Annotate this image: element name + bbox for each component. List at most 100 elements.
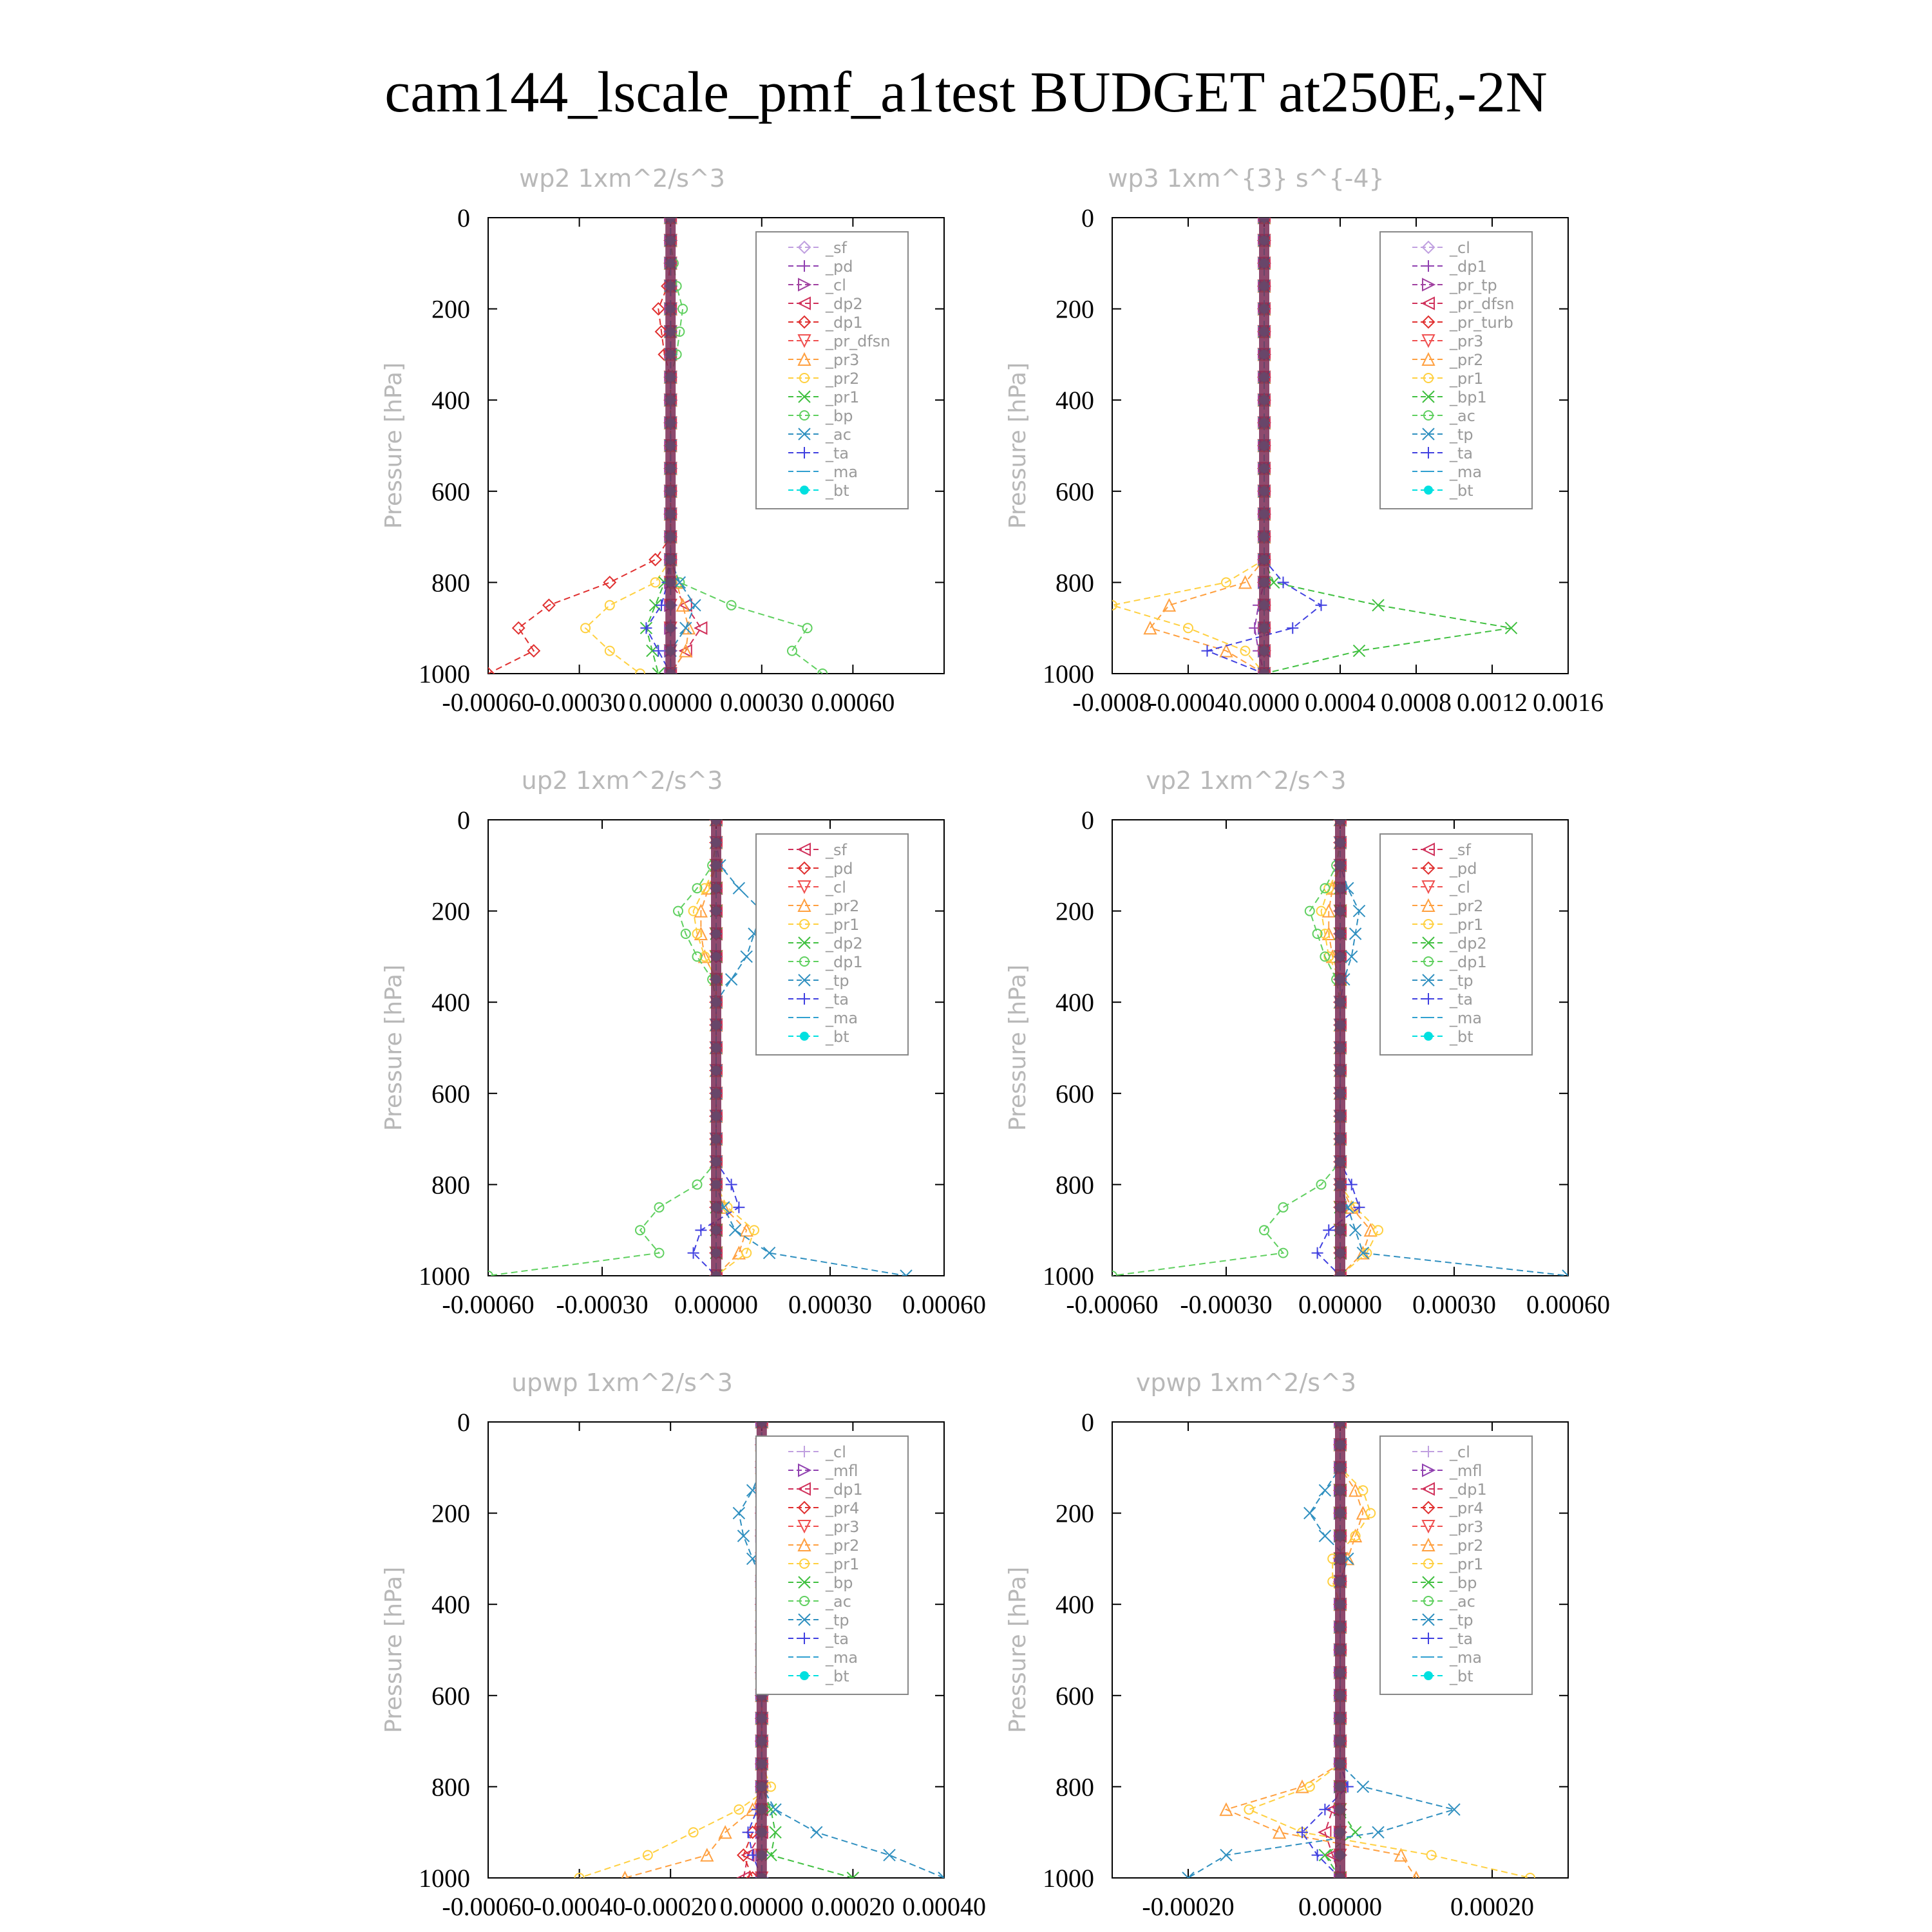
data-point_pr3 bbox=[679, 643, 693, 658]
legend-marker bbox=[797, 1520, 811, 1534]
x-tick-label: -0.00020 bbox=[625, 1892, 717, 1921]
legend-entry: _dp2 bbox=[825, 934, 863, 952]
data-point_ta bbox=[640, 622, 652, 634]
data-point_pr2 bbox=[580, 623, 591, 634]
y-tick-label: 800 bbox=[1056, 1772, 1094, 1801]
legend: _sf_pd_cl_dp2_dp1_pr_dfsn_pr3_pr2_pr1_bp… bbox=[755, 231, 909, 509]
panel-title: upwp 1xm^2/s^3 bbox=[511, 1368, 733, 1397]
data-point_tp bbox=[1356, 1246, 1370, 1260]
data-point_dp1 bbox=[488, 667, 495, 674]
x-tick-label: -0.00030 bbox=[1180, 1290, 1272, 1319]
y-tick-label: 1000 bbox=[1043, 1262, 1094, 1291]
y-tick-label: 400 bbox=[431, 386, 470, 415]
x-tick-label: -0.00030 bbox=[556, 1290, 648, 1319]
legend-entry: _pr2 bbox=[1449, 1537, 1483, 1555]
legend-entry: _ac bbox=[1449, 1593, 1475, 1611]
legend-marker bbox=[799, 1596, 810, 1606]
data-point_bp bbox=[1318, 1848, 1332, 1862]
data-point_ta bbox=[742, 1826, 754, 1839]
legend-entry: _pd bbox=[825, 860, 853, 878]
data-point_dp1 bbox=[692, 883, 703, 894]
x-tick-label: -0.00030 bbox=[533, 688, 625, 717]
data-point_pr1 bbox=[699, 883, 710, 894]
legend-box bbox=[755, 231, 909, 509]
data-point_dp1 bbox=[603, 575, 617, 589]
data-point_ta bbox=[652, 645, 665, 657]
data-point_pr2 bbox=[1272, 1824, 1287, 1839]
legend-entry: _pr_dfsn bbox=[825, 332, 891, 350]
y-tick-label: 400 bbox=[1056, 988, 1094, 1017]
legend-entry: _pr1 bbox=[1449, 916, 1483, 934]
data-point_dp1 bbox=[736, 1871, 750, 1878]
series-group bbox=[1112, 820, 1568, 1276]
x-tick-label: 0.00060 bbox=[811, 688, 895, 717]
data-point_pr1 bbox=[1244, 1804, 1255, 1815]
legend-marker bbox=[797, 1501, 811, 1515]
series-group bbox=[1112, 218, 1518, 674]
y-axis-label: Pressure [hPa] bbox=[1005, 965, 1031, 1131]
data-point_tp bbox=[1318, 1530, 1332, 1542]
y-tick-label: 1000 bbox=[1043, 1864, 1094, 1893]
legend-entry: _bp bbox=[1449, 1574, 1477, 1592]
legend-marker bbox=[1423, 993, 1434, 1005]
data-point_pr2 bbox=[604, 645, 615, 656]
y-tick-label: 0 bbox=[1081, 204, 1094, 232]
legend-marker bbox=[799, 373, 810, 383]
data-point_pr2 bbox=[700, 1848, 714, 1862]
y-tick-label: 200 bbox=[431, 1499, 470, 1528]
legend-entry: _bt bbox=[825, 1667, 849, 1685]
legend-marker bbox=[1421, 240, 1435, 254]
data-point_pr2 bbox=[1162, 598, 1177, 612]
x-tick-label: 0.00060 bbox=[902, 1290, 986, 1319]
zero-overlap-column bbox=[711, 820, 721, 1276]
data-point_dp1 bbox=[651, 302, 665, 316]
x-tick-label: -0.00060 bbox=[442, 1290, 534, 1319]
legend-entry: _ac bbox=[825, 426, 851, 444]
legend-marker bbox=[799, 919, 810, 929]
data-point_pr1 bbox=[749, 1225, 759, 1236]
legend-entry: _dp2 bbox=[825, 295, 863, 313]
legend-marker bbox=[799, 956, 810, 967]
data-point_pr4 bbox=[746, 1871, 760, 1878]
series-line_tp bbox=[715, 820, 907, 1276]
legend-marker bbox=[798, 936, 811, 949]
chart-panel-3: up2 1xm^2/s^3 Pressure [hPa] 0 200 400 600 800… bbox=[381, 766, 986, 1319]
chart-panel-6: vpwp 1xm^2/s^3 Pressure [hPa] 0 200 400 600 80… bbox=[1005, 1368, 1569, 1921]
legend-marker bbox=[1423, 1596, 1434, 1606]
legend: _cl_mfl_dp1_pr4_pr3_pr2_pr1_bp_ac_tp_ta_… bbox=[1379, 1435, 1533, 1695]
legend-entry: _ta bbox=[825, 990, 849, 1009]
legend-marker bbox=[800, 1671, 809, 1680]
legend-marker bbox=[800, 1032, 809, 1041]
legend-entry: _dp2 bbox=[1449, 934, 1487, 952]
legend-marker bbox=[1421, 880, 1435, 895]
data-point_ta bbox=[1287, 622, 1299, 634]
series-line_pr1 bbox=[1112, 218, 1265, 674]
legend-entry: _pr2 bbox=[825, 1537, 859, 1555]
legend-entry: _ma bbox=[825, 463, 858, 481]
legend-marker bbox=[797, 352, 811, 366]
x-tick-label: -0.00060 bbox=[1066, 1290, 1158, 1319]
zero-overlap-column bbox=[665, 218, 676, 674]
legend-entry: _ma bbox=[825, 1009, 858, 1027]
legend-marker bbox=[799, 1446, 810, 1457]
legend-marker bbox=[1422, 428, 1435, 440]
x-tick-label: 0.00020 bbox=[811, 1892, 895, 1921]
legend-marker bbox=[1424, 486, 1433, 495]
panel-title: wp3 1xm^{3} s^{-4} bbox=[1108, 164, 1384, 193]
legend-marker bbox=[797, 315, 811, 329]
legend-marker bbox=[1421, 352, 1435, 366]
data-point_bp bbox=[764, 1803, 777, 1816]
y-axis-label: Pressure [hPa] bbox=[1005, 363, 1031, 529]
series-group bbox=[488, 218, 828, 674]
legend-marker bbox=[797, 1482, 811, 1496]
legend-entry: _tp bbox=[1449, 1611, 1473, 1629]
legend-box bbox=[1379, 231, 1533, 509]
x-tick-label: 0.0016 bbox=[1533, 688, 1604, 717]
legend-entry: _pr_turb bbox=[1449, 314, 1513, 332]
y-tick-label: 200 bbox=[431, 295, 470, 324]
data-point_pr1 bbox=[1112, 600, 1117, 611]
legend: _cl_dp1_pr_tp_pr_dfsn_pr_turb_pr3_pr2_pr… bbox=[1379, 231, 1533, 509]
data-point_dp1 bbox=[1278, 1247, 1289, 1258]
y-tick-label: 0 bbox=[457, 204, 470, 232]
data-point_dp1 bbox=[635, 1225, 645, 1236]
